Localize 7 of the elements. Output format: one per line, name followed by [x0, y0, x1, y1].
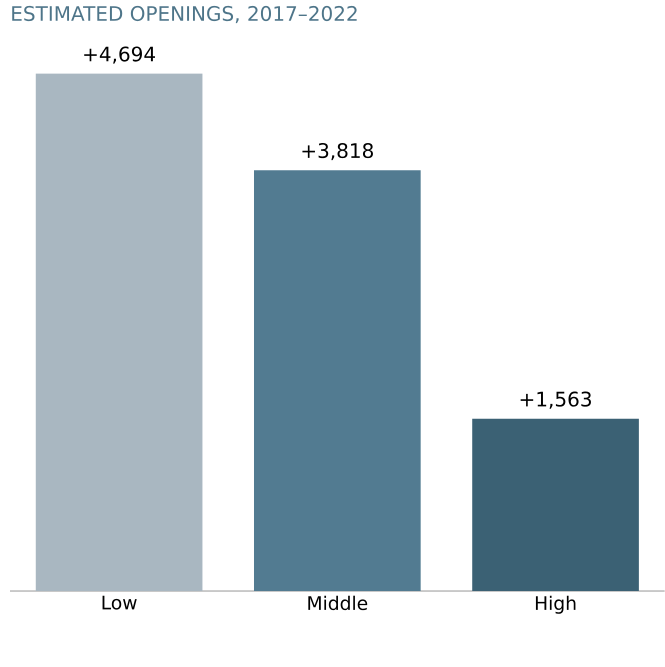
data-label: +1,563 [520, 392, 591, 409]
data-label: +3,818 [302, 142, 373, 160]
data-label: +4,694 [84, 46, 155, 64]
chart-title: ESTIMATED OPENINGS, 2017–2022 [12, 6, 357, 24]
x-tick-label: High [536, 596, 576, 614]
x-tick-label: Low [102, 596, 137, 610]
x-tick-label: Middle [308, 596, 368, 610]
